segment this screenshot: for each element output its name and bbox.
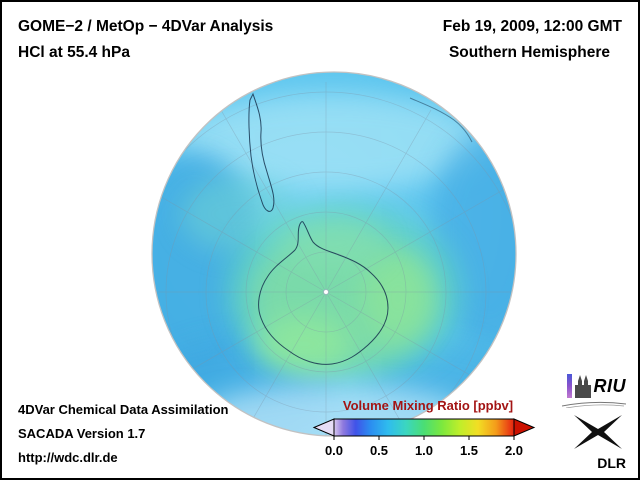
- coastlines: [248, 92, 473, 365]
- coastline-south-america: [248, 92, 275, 212]
- hemisphere-label: Southern Hemisphere: [448, 44, 610, 61]
- coastline-antarctica: [258, 221, 389, 365]
- riu-logo: RIU: [566, 374, 627, 398]
- datetime-label: Feb 19, 2009, 12:00 GMT: [442, 18, 622, 35]
- colorbar-right-arrow: [513, 418, 536, 437]
- header-right: Feb 19, 2009, 12:00 GMT Southern Hemisph…: [443, 14, 622, 66]
- header-left: GOME−2 / MetOp − 4DVar Analysis HCl at 5…: [18, 14, 273, 66]
- colorbar-tick-label-3: 1.5: [459, 443, 479, 458]
- assimilation-label: 4DVar Chemical Data Assimilation: [18, 402, 229, 417]
- coastline-africa-tip: [409, 97, 473, 143]
- colorbar-left-arrow: [312, 418, 335, 437]
- plot-title: GOME−2 / MetOp − 4DVar Analysis: [18, 18, 274, 35]
- colorbar-gradient-bar: [333, 418, 515, 437]
- colorbar-tick-label-2: 1.0: [414, 443, 434, 458]
- colorbar-tick-marks: [333, 436, 515, 440]
- dlr-logo: DLR: [568, 412, 626, 471]
- riu-cathedral-icon: [574, 375, 591, 398]
- plot-subtitle-species: HCl at 55.4 hPa: [18, 44, 130, 61]
- version-label: SACADA Version 1.7: [18, 426, 146, 441]
- colorbar-title: Volume Mixing Ratio [ppbv]: [342, 398, 514, 413]
- south-pole-marker: [323, 289, 329, 295]
- footer-left: 4DVar Chemical Data Assimilation SACADA …: [18, 398, 229, 470]
- url-label: http://wdc.dlr.de: [18, 450, 118, 465]
- colorbar-tick-label-0: 0.0: [324, 443, 344, 458]
- dlr-logo-text: DLR: [597, 455, 626, 471]
- colorbar: [312, 418, 536, 440]
- riu-logo-gradient-bar: [566, 374, 572, 398]
- colorbar-tick-label-1: 0.5: [369, 443, 389, 458]
- colorbar-tick-label-4: 2.0: [504, 443, 524, 458]
- dlr-arrow-icon: [574, 415, 622, 449]
- riu-swoosh-lines: [562, 401, 626, 408]
- riu-logo-text: RIU: [593, 375, 626, 396]
